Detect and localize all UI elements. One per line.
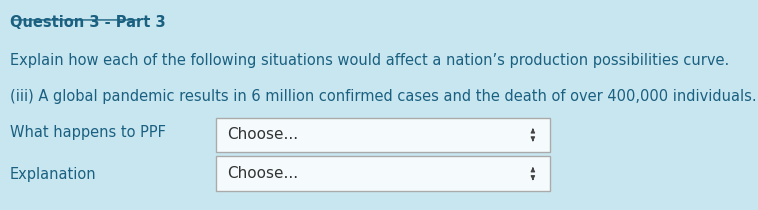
FancyBboxPatch shape [216,156,550,191]
Text: Explanation: Explanation [10,167,96,182]
Text: (iii) A global pandemic results in 6 million confirmed cases and the death of ov: (iii) A global pandemic results in 6 mil… [10,89,756,104]
Text: Choose...: Choose... [227,166,299,181]
Text: Explain how each of the following situations would affect a nation’s production : Explain how each of the following situat… [10,52,729,67]
Text: Question 3 - Part 3: Question 3 - Part 3 [10,15,165,30]
Text: Choose...: Choose... [227,127,299,142]
FancyBboxPatch shape [216,118,550,152]
Text: What happens to PPF: What happens to PPF [10,125,166,140]
